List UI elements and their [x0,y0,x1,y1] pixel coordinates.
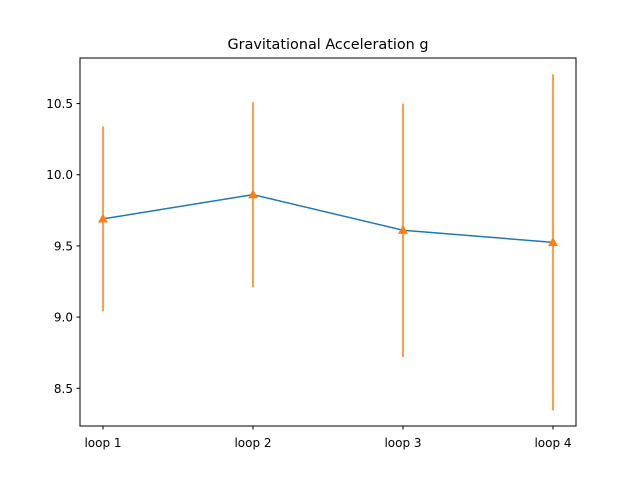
x-tick-label: loop 4 [534,436,571,450]
data-point-marker [98,213,108,223]
x-tick-label: loop 1 [84,436,121,450]
plot-area: 8.5 9.0 9.5 10.0 10.5 loop 1 loop 2 loop 3 loop … [46,74,572,450]
y-tick-label: 9.5 [54,239,73,253]
y-tick-label: 10.5 [46,97,73,111]
x-tick-label: loop 2 [234,436,271,450]
x-tick-label: loop 3 [384,436,421,450]
data-point-marker [548,237,558,246]
axes-frame [79,57,577,427]
y-tick-label: 9.0 [54,311,73,325]
y-tick-label: 8.5 [54,382,73,396]
y-tick-label: 10.0 [46,168,73,182]
data-point-marker [398,224,408,234]
series-line [102,193,554,244]
data-point-marker [248,189,258,199]
chart-title: Gravitational Acceleration g [228,37,429,53]
